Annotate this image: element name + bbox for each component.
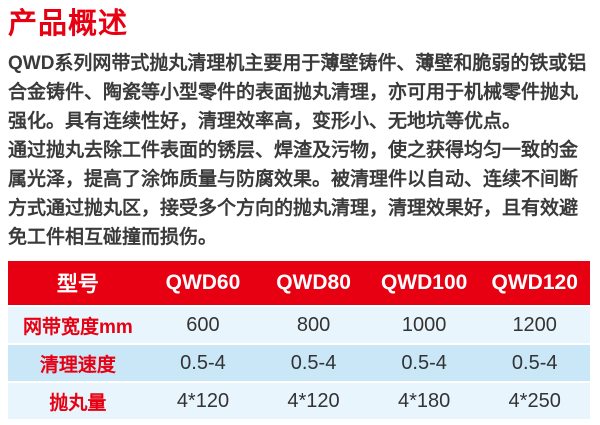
overview-line: 方式通过抛丸区，接受多个方向的抛丸清理，清理效果好，且有效避: [8, 198, 579, 219]
overview-line: 免工件相互碰撞而损伤。: [8, 227, 218, 248]
overview-line: 强化。具有连续性好，清理效率高，变形小、无地坑等优点。: [8, 111, 522, 132]
row-label: 网带宽度mm: [22, 316, 133, 338]
row-value: 1000: [401, 313, 447, 336]
page-title: 产品概述: [8, 8, 129, 40]
spec-table-header-cell: QWD60: [165, 271, 241, 294]
spec-table-row-cleaning-speed: 清理速度 0.5-4 0.5-4 0.5-4 0.5-4: [8, 345, 590, 381]
spec-table-header-cell: QWD100: [380, 271, 468, 294]
row-value: 4*120: [176, 389, 230, 412]
spec-table-header-cell: QWD80: [276, 271, 351, 294]
overview-line: 通过抛丸去除工件表面的锈层、焊渣及污物，使之获得均匀一致的金: [8, 140, 579, 161]
row-value: 4*120: [287, 389, 340, 412]
overview-line: 属光泽，提高了涂饰质量与防腐效果。被清理件以自动、连续不间断: [8, 169, 579, 190]
row-value: 0.5-4: [290, 351, 337, 374]
row-value: 1200: [512, 313, 557, 336]
spec-table-header-cell-model: 型号: [56, 273, 99, 296]
row-label: 抛丸量: [49, 392, 107, 414]
spec-table: 型号 QWD60 QWD80 QWD100 QWD120 网带宽度mm 600 …: [8, 261, 590, 419]
row-value: 0.5-4: [180, 351, 226, 374]
spec-table-row-belt-width: 网带宽度mm 600 800 1000 1200: [8, 307, 590, 343]
row-value: 600: [186, 313, 220, 336]
row-value: 800: [296, 313, 331, 336]
row-value: 0.5-4: [401, 351, 447, 374]
overview-text: QWD系列网带式抛丸清理机主要用于薄壁铸件、薄壁和脆弱的铁或铝 合金铸件、陶瓷等…: [8, 49, 590, 252]
spec-table-header-cell: QWD120: [491, 271, 578, 294]
overview-line: 合金铸件、陶瓷等小型零件的表面抛丸清理，亦可用于机械零件抛丸: [8, 82, 579, 103]
overview-line: QWD系列网带式抛丸清理机主要用于薄壁铸件、薄壁和脆弱的铁或铝: [8, 53, 587, 74]
row-label: 清理速度: [39, 354, 116, 376]
spec-table-header-row: 型号 QWD60 QWD80 QWD100 QWD120: [8, 261, 590, 305]
row-value: 4*250: [508, 389, 561, 412]
row-value: 4*180: [397, 389, 451, 412]
row-value: 0.5-4: [511, 351, 558, 374]
spec-table-row-shot-volume: 抛丸量 4*120 4*120 4*180 4*250: [8, 383, 590, 419]
